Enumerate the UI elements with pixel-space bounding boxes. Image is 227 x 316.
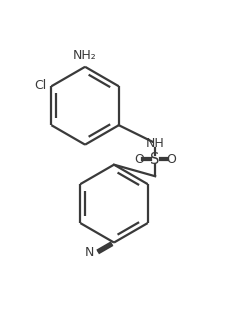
Text: NH: NH [145,137,164,150]
Text: NH₂: NH₂ [73,49,96,62]
Text: O: O [134,153,143,166]
Text: N: N [84,246,94,259]
Text: S: S [150,152,159,167]
Text: O: O [165,153,175,166]
Text: Cl: Cl [34,79,46,92]
